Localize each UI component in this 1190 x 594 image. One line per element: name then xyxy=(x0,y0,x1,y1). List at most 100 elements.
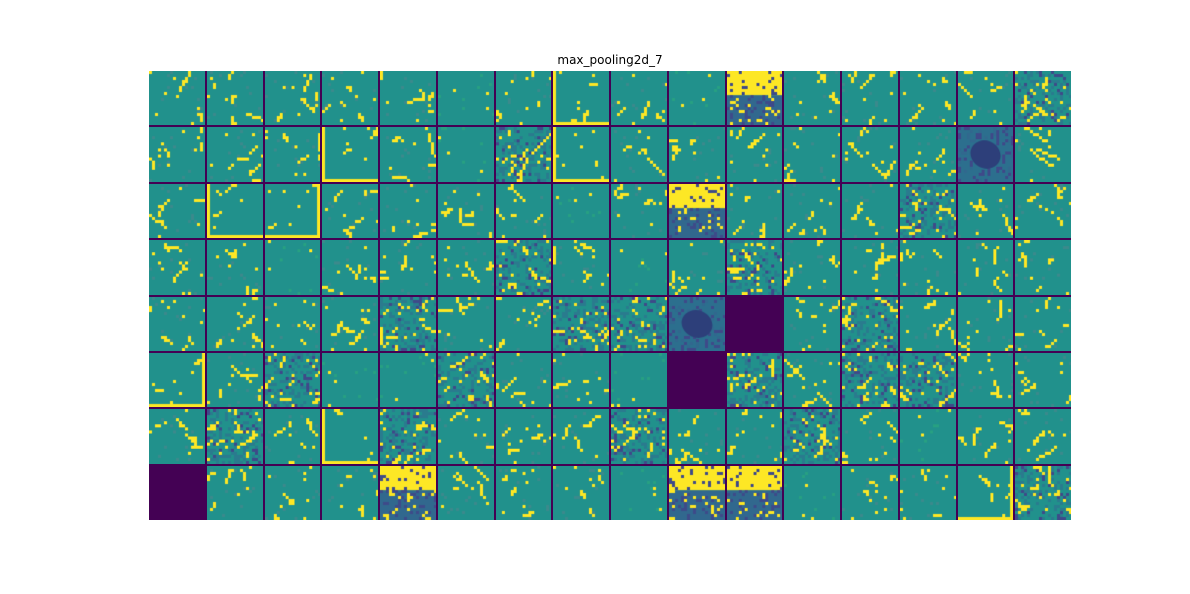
feature-map-tile xyxy=(322,409,378,463)
feature-map-tile xyxy=(265,353,321,407)
feature-map-tile xyxy=(380,353,436,407)
feature-map-tile xyxy=(1015,71,1071,125)
feature-map-tile xyxy=(1015,184,1071,238)
feature-map-tile xyxy=(496,466,552,520)
feature-map-tile xyxy=(438,127,494,181)
feature-map-tile xyxy=(842,466,898,520)
feature-map-tile xyxy=(784,184,840,238)
feature-map-tile xyxy=(727,71,783,125)
feature-map-tile xyxy=(727,127,783,181)
feature-map-tile xyxy=(611,127,667,181)
feature-map-tile xyxy=(553,297,609,351)
feature-map-tile xyxy=(207,409,263,463)
feature-map-tile xyxy=(727,240,783,294)
feature-map-tile xyxy=(784,409,840,463)
feature-map-tile xyxy=(438,353,494,407)
feature-map-tile xyxy=(149,353,205,407)
feature-map-tile xyxy=(207,297,263,351)
feature-map-tile xyxy=(842,127,898,181)
feature-map-tile xyxy=(149,240,205,294)
feature-map-tile xyxy=(784,240,840,294)
feature-map-tile xyxy=(553,71,609,125)
feature-map-tile xyxy=(438,409,494,463)
feature-map-tile xyxy=(611,184,667,238)
feature-map-tile xyxy=(149,466,205,520)
feature-map-tile xyxy=(149,409,205,463)
feature-map-tile xyxy=(900,353,956,407)
feature-map-tile xyxy=(842,240,898,294)
feature-map-tile xyxy=(900,71,956,125)
feature-map-tile xyxy=(669,297,725,351)
feature-map-tile xyxy=(207,466,263,520)
feature-map-tile xyxy=(727,184,783,238)
feature-map-tile xyxy=(1015,240,1071,294)
feature-map-tile xyxy=(900,466,956,520)
feature-map-tile xyxy=(207,184,263,238)
feature-map-tile xyxy=(265,184,321,238)
feature-map-tile xyxy=(900,409,956,463)
feature-map-tile xyxy=(380,184,436,238)
feature-map-tile xyxy=(669,184,725,238)
feature-map-tile xyxy=(380,409,436,463)
feature-map-tile xyxy=(438,297,494,351)
feature-map-tile xyxy=(1015,353,1071,407)
feature-map-tile xyxy=(265,71,321,125)
feature-map-tile xyxy=(1015,409,1071,463)
feature-map-tile xyxy=(149,297,205,351)
feature-map-tile xyxy=(496,353,552,407)
feature-map-tile xyxy=(842,71,898,125)
feature-map-tile xyxy=(553,466,609,520)
feature-map-tile xyxy=(900,184,956,238)
feature-map-tile xyxy=(958,466,1014,520)
feature-map-tile xyxy=(265,466,321,520)
feature-map-tile xyxy=(958,184,1014,238)
feature-map-tile xyxy=(727,353,783,407)
feature-map-tile xyxy=(380,240,436,294)
feature-map-tile xyxy=(1015,127,1071,181)
feature-map-tile xyxy=(322,240,378,294)
feature-map-tile xyxy=(611,297,667,351)
feature-map-tile xyxy=(611,353,667,407)
feature-map-tile xyxy=(958,353,1014,407)
feature-map-tile xyxy=(958,71,1014,125)
feature-map-tile xyxy=(207,127,263,181)
feature-map-tile xyxy=(322,297,378,351)
chart-title: max_pooling2d_7 xyxy=(149,53,1071,67)
feature-map-tile xyxy=(1015,297,1071,351)
feature-map-tile xyxy=(669,409,725,463)
feature-map-tile xyxy=(553,353,609,407)
feature-map-tile xyxy=(496,240,552,294)
feature-map-tile xyxy=(727,409,783,463)
feature-map-tile xyxy=(669,127,725,181)
feature-map-tile xyxy=(669,353,725,407)
feature-map-tile xyxy=(784,297,840,351)
feature-map-tile xyxy=(322,466,378,520)
feature-map-tile xyxy=(611,240,667,294)
feature-map-tile xyxy=(496,71,552,125)
feature-map-tile xyxy=(900,240,956,294)
feature-map-tile xyxy=(496,127,552,181)
feature-map-tile xyxy=(496,297,552,351)
feature-map-tile xyxy=(669,71,725,125)
feature-map-tile xyxy=(322,353,378,407)
feature-map-tile xyxy=(842,353,898,407)
feature-map-tile xyxy=(553,127,609,181)
feature-map-tile xyxy=(1015,466,1071,520)
feature-map-tile xyxy=(322,127,378,181)
feature-map-tile xyxy=(669,466,725,520)
feature-map-tile xyxy=(149,127,205,181)
feature-map-tile xyxy=(784,71,840,125)
feature-map-tile xyxy=(438,466,494,520)
feature-map-tile xyxy=(958,127,1014,181)
feature-map-tile xyxy=(438,240,494,294)
feature-map-tile xyxy=(496,184,552,238)
feature-map-tile xyxy=(207,71,263,125)
feature-map-tile xyxy=(496,409,552,463)
feature-map-tile xyxy=(553,184,609,238)
feature-map-tile xyxy=(958,297,1014,351)
feature-map-tile xyxy=(265,409,321,463)
feature-map-tile xyxy=(380,127,436,181)
feature-map-tile xyxy=(784,466,840,520)
feature-map-tile xyxy=(842,409,898,463)
